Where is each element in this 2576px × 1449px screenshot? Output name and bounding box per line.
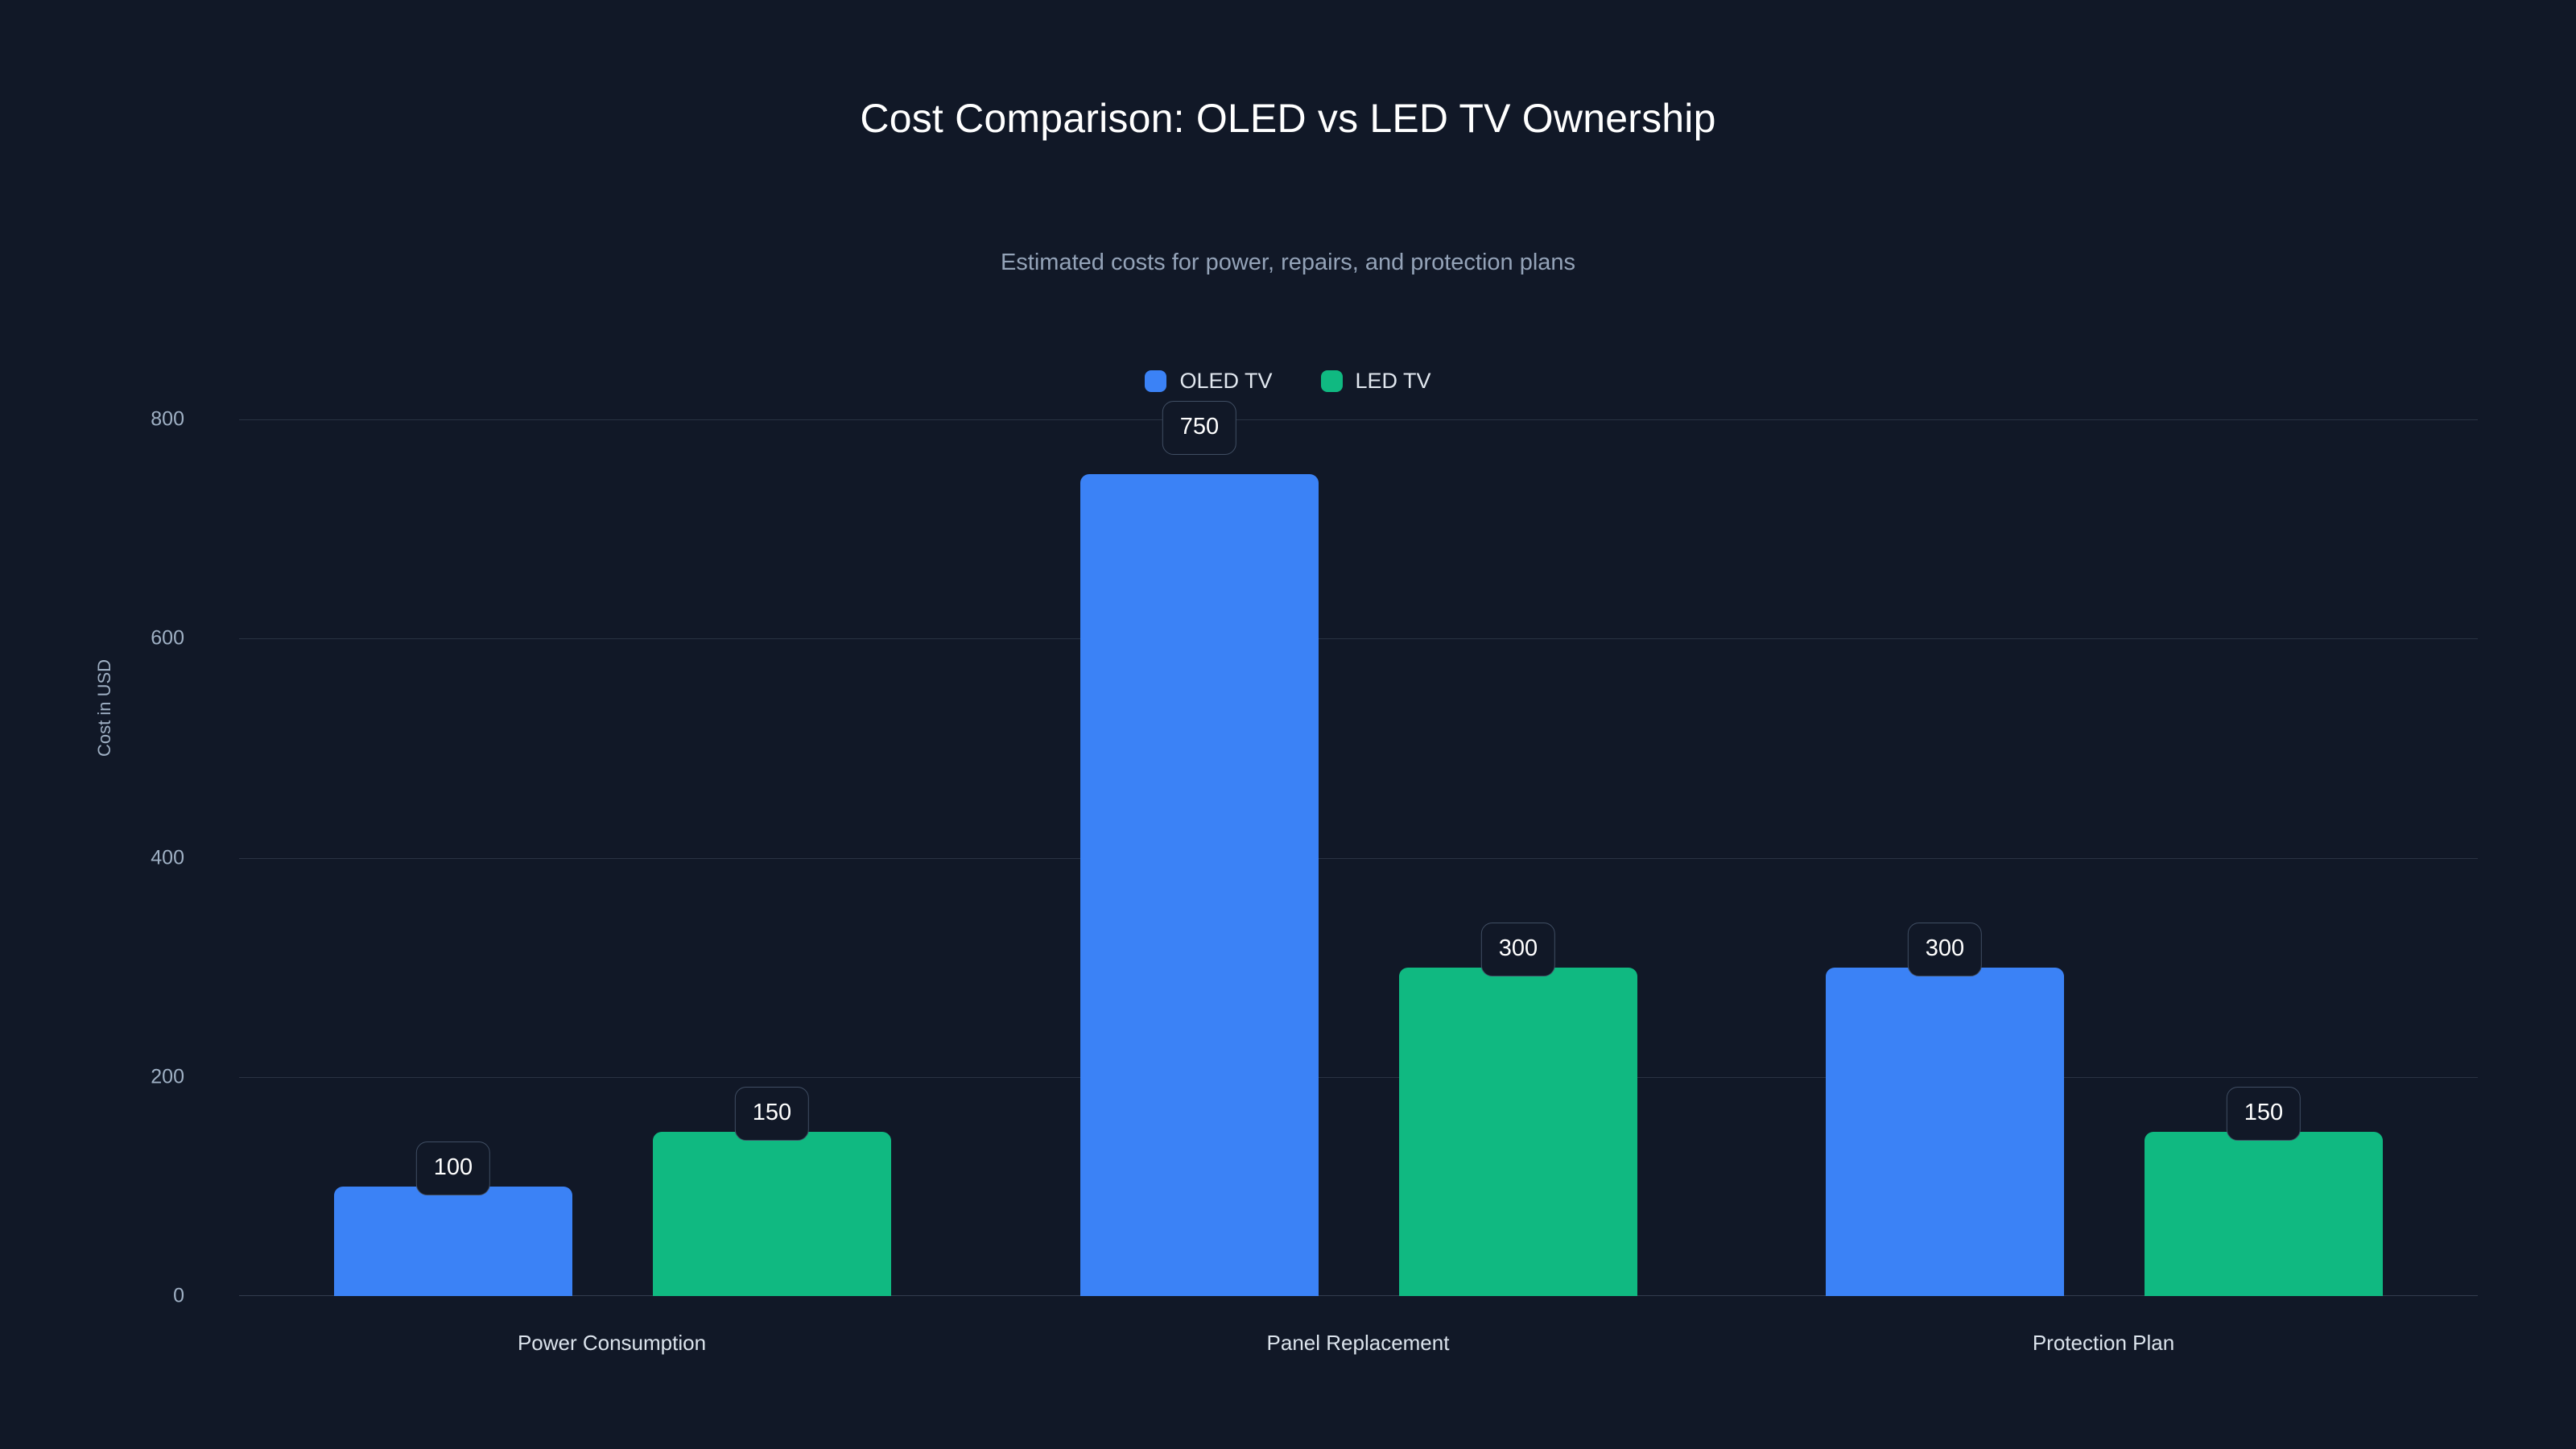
data-label-led-panel-replacement: 300 bbox=[1480, 923, 1556, 976]
x-label-panel-replacement: Panel Replacement bbox=[1266, 1331, 1450, 1355]
data-label-led-power-consumption: 150 bbox=[734, 1087, 810, 1141]
chart-subtitle: Estimated costs for power, repairs, and … bbox=[1000, 250, 1576, 275]
bar-oled-power-consumption[interactable] bbox=[334, 1186, 572, 1296]
y-tick-800: 800 bbox=[151, 407, 184, 431]
gridline-800 bbox=[239, 419, 2478, 420]
legend-item-oled[interactable]: OLED TV bbox=[1145, 369, 1273, 393]
data-label-led-protection-plan: 150 bbox=[2226, 1087, 2301, 1141]
bar-led-power-consumption[interactable] bbox=[653, 1131, 891, 1296]
y-tick-0: 0 bbox=[173, 1284, 184, 1307]
x-label-power-consumption: Power Consumption bbox=[517, 1331, 707, 1355]
chart-legend: OLED TV LED TV bbox=[0, 370, 2576, 392]
legend-swatch-led-icon bbox=[1320, 370, 1343, 392]
y-tick-200: 200 bbox=[151, 1065, 184, 1088]
y-tick-600: 600 bbox=[151, 626, 184, 650]
legend-label-led: LED TV bbox=[1355, 369, 1431, 393]
chart-title: Cost Comparison: OLED vs LED TV Ownershi… bbox=[860, 96, 1716, 141]
legend-label-oled: OLED TV bbox=[1179, 369, 1273, 393]
bar-led-protection-plan[interactable] bbox=[2145, 1131, 2383, 1296]
legend-swatch-oled-icon bbox=[1145, 370, 1167, 392]
data-label-oled-protection-plan: 300 bbox=[1907, 923, 1983, 976]
gridline-400 bbox=[239, 857, 2478, 859]
data-label-oled-power-consumption: 100 bbox=[415, 1141, 491, 1195]
bar-oled-protection-plan[interactable] bbox=[1826, 967, 2064, 1296]
gridline-200 bbox=[239, 1076, 2478, 1078]
y-axis-ticks: 800 600 400 200 0 bbox=[0, 409, 205, 1306]
y-tick-400: 400 bbox=[151, 846, 184, 869]
plot-area bbox=[239, 419, 2478, 1296]
data-label-oled-panel-replacement: 750 bbox=[1162, 401, 1237, 455]
x-axis-baseline bbox=[239, 1295, 2478, 1296]
gridline-600 bbox=[239, 638, 2478, 640]
bar-led-panel-replacement[interactable] bbox=[1399, 967, 1637, 1296]
bar-oled-panel-replacement[interactable] bbox=[1080, 474, 1319, 1296]
x-label-protection-plan: Protection Plan bbox=[2032, 1331, 2175, 1355]
legend-item-led[interactable]: LED TV bbox=[1320, 369, 1431, 393]
